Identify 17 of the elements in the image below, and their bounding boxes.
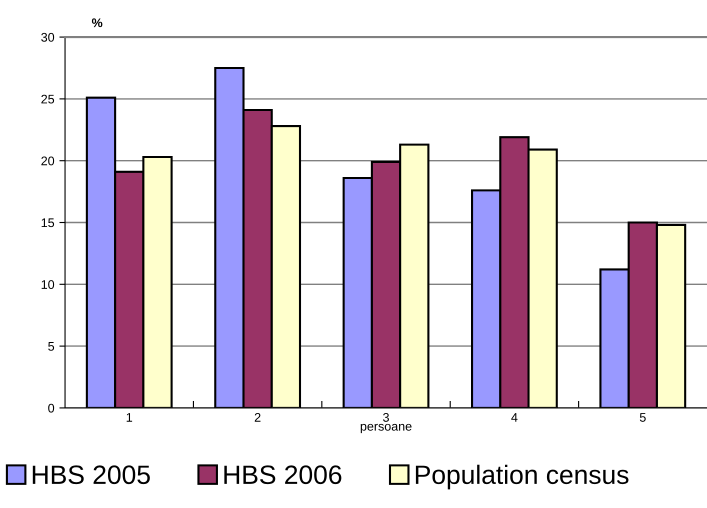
- y-tick-label: 10: [42, 280, 54, 289]
- y-tick-label: 20: [41, 156, 54, 166]
- x-tick-label: 4: [511, 413, 518, 422]
- legend-label: HBS 2005: [32, 465, 150, 484]
- y-axis-title: %: [92, 18, 102, 28]
- x-tick-label: 1: [126, 413, 132, 422]
- legend-label: Population census: [416, 464, 628, 490]
- y-tick-label: 15: [42, 218, 54, 228]
- x-tick-label: 2: [254, 412, 260, 422]
- x-tick-label: 3: [383, 412, 389, 422]
- y-tick-label: 0: [48, 404, 54, 413]
- y-tick-label: 25: [41, 94, 54, 104]
- x-axis-title: persoane: [360, 424, 412, 434]
- legend-label: HBS 2006: [224, 465, 342, 484]
- x-tick-label: 5: [640, 413, 646, 422]
- y-tick-label: 30: [41, 32, 54, 42]
- y-tick-label: 5: [48, 342, 54, 351]
